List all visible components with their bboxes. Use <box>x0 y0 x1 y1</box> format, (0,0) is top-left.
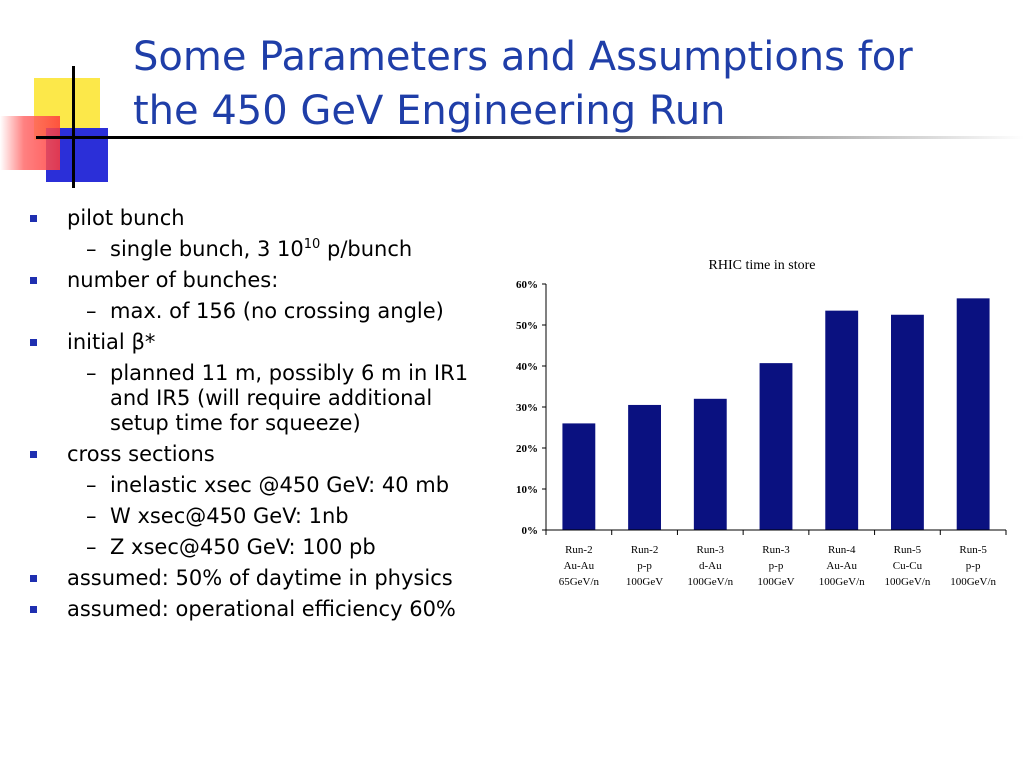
x-tick-label: 100GeV <box>626 576 663 588</box>
bullet-marker <box>30 215 37 222</box>
decor-red-square <box>0 116 60 170</box>
bar <box>562 423 596 530</box>
bullet-cross-sections: cross sections <box>30 442 470 467</box>
bullet-marker <box>30 339 37 346</box>
x-tick-label: 100GeV <box>757 576 794 588</box>
y-tick-label: 10% <box>516 484 538 496</box>
x-tick-label: p-p <box>637 560 652 572</box>
dash-marker: – <box>86 535 97 559</box>
bullet-marker <box>30 277 37 284</box>
y-tick-label: 60% <box>516 279 538 291</box>
bar <box>628 404 661 530</box>
x-tick-label: Au-Au <box>564 560 595 572</box>
sub-bullet-w-xsec: – W xsec@450 GeV: 1nb <box>86 504 349 528</box>
dash-marker: – <box>86 299 97 323</box>
bars <box>562 298 990 530</box>
bullet-initial-beta: initial β* <box>30 330 470 355</box>
dash-marker: – <box>86 473 97 497</box>
chart-title: RHIC time in store <box>709 258 816 273</box>
x-tick-label: 100GeV/n <box>885 576 931 588</box>
x-tick-label: 100GeV/n <box>819 576 865 588</box>
bullet-marker <box>30 575 37 582</box>
x-axis: Run-2 Au-Au 65GeV/n Run-2 p-p 100GeV Run-3 d-Au… <box>545 529 1007 588</box>
bar <box>759 363 793 530</box>
decor-horizontal-line <box>36 136 96 139</box>
bullet-number-of-bunches: number of bunches: <box>30 268 470 293</box>
bullet-list: pilot bunch – single bunch, 3 1010 p/bunc… <box>30 206 470 628</box>
bullet-pilot-bunch: pilot bunch <box>30 206 470 231</box>
sub-bullet-inelastic-xsec: – inelastic xsec @450 GeV: 40 mb <box>86 473 450 497</box>
x-tick-label: 65GeV/n <box>559 576 600 588</box>
y-tick-label: 20% <box>516 443 538 455</box>
bullet-marker <box>30 451 37 458</box>
title-line-2: the 450 GeV Engineering Run <box>133 88 726 134</box>
bullet-operational-efficiency: assumed: operational efficiency 60% <box>30 597 470 622</box>
x-tick-label: Run-2 <box>631 544 659 556</box>
y-tick-label: 40% <box>516 361 538 373</box>
x-tick-label: Au-Au <box>826 560 857 572</box>
y-axis: 0% 10% 20% 30% 40% 50% 60% <box>516 279 547 537</box>
decor-vertical-line <box>72 66 75 188</box>
y-tick-label: 50% <box>516 320 538 332</box>
sub-bullet-z-xsec: – Z xsec@450 GeV: 100 pb <box>86 535 376 559</box>
dash-marker: – <box>86 504 97 528</box>
rhic-store-chart: RHIC time in store 0%10%20%30%40%50%60% … <box>516 258 1007 588</box>
bullet-daytime-physics: assumed: 50% of daytime in physics <box>30 566 470 591</box>
x-tick-label: d-Au <box>699 560 722 572</box>
x-tick-label: Run-5 <box>959 544 987 556</box>
x-tick-label: 100GeV/n <box>687 576 733 588</box>
x-tick-label: p-p <box>769 560 784 572</box>
bar <box>956 298 990 530</box>
y-tick-label: 0% <box>522 525 539 537</box>
x-tick-label: 100GeV/n <box>950 576 996 588</box>
bar <box>693 398 727 530</box>
bar <box>825 310 859 530</box>
title-underline <box>90 136 1024 139</box>
dash-marker: – <box>86 237 97 261</box>
sub-bullet-planned-beta: – planned 11 m, possibly 6 m in IR1 and I… <box>86 361 469 435</box>
slide-title: Some Parameters and Assumptions for the … <box>133 30 1013 138</box>
sub-bullet-max-bunches: – max. of 156 (no crossing angle) <box>86 299 444 323</box>
dash-marker: – <box>86 361 97 385</box>
sub-bullet-single-bunch: – single bunch, 3 1010 p/bunch <box>86 237 413 261</box>
bar <box>891 314 924 530</box>
x-tick-label: Run-2 <box>565 544 593 556</box>
x-tick-label: Cu-Cu <box>893 560 923 572</box>
bullet-marker <box>30 606 37 613</box>
x-tick-label: Run-3 <box>762 544 790 556</box>
title-line-1: Some Parameters and Assumptions for <box>133 34 913 80</box>
y-tick-label: 30% <box>516 402 538 414</box>
x-tick-label: p-p <box>966 560 981 572</box>
x-tick-label: Run-5 <box>894 544 922 556</box>
x-tick-label: Run-3 <box>697 544 725 556</box>
x-tick-label: Run-4 <box>828 544 856 556</box>
